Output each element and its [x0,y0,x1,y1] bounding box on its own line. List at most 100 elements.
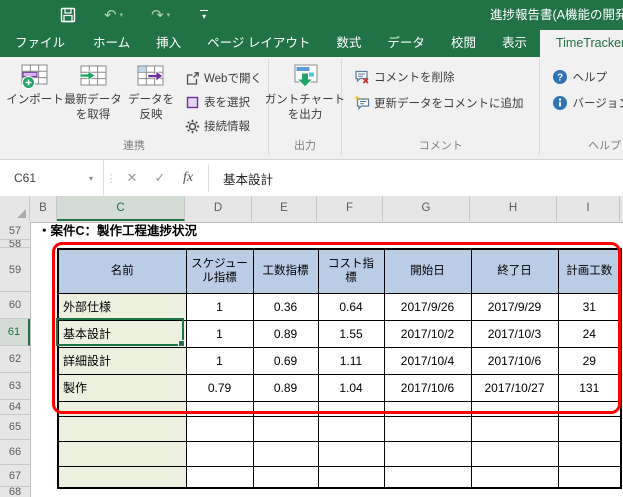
formula-input[interactable]: 基本設計 [223,172,274,187]
column-header-i[interactable]: I [557,196,620,221]
undo-button[interactable]: ↶ ▾ [104,8,123,23]
cell-name-selected[interactable]: 基本設計 [57,319,187,348]
row-header-59[interactable]: 59 [0,248,30,292]
cell-name[interactable] [57,400,187,417]
cell-value[interactable] [470,415,559,442]
cell-value[interactable] [470,465,559,489]
tab-data[interactable]: データ [387,36,425,50]
header-schedule-index[interactable]: スケジュール指標 [185,248,254,294]
row-header-65[interactable]: 65 [0,415,30,440]
row-header-62[interactable]: 62 [0,346,30,373]
customize-qat-button[interactable]: ▾ [200,9,209,21]
save-icon[interactable] [60,7,76,23]
cell-value[interactable] [557,400,622,417]
cell-value[interactable] [317,440,385,467]
cell-value[interactable]: 1.11 [317,346,385,375]
row-header-67[interactable]: 67 [0,465,30,487]
row-header-58[interactable]: 58 [0,240,30,248]
cell-value[interactable] [557,440,622,467]
tab-file[interactable]: ファイル [15,36,66,50]
cell-value[interactable] [470,400,559,417]
cell-value[interactable]: 1.55 [317,319,385,348]
cell-value[interactable] [557,465,622,489]
cell-value[interactable]: 2017/10/6 [470,346,559,375]
cell-value[interactable]: 29 [557,346,622,375]
column-header-f[interactable]: F [317,196,383,221]
cell-value[interactable]: 1 [185,319,254,348]
tab-timetracker-nx[interactable]: TimeTracker NX [539,30,623,57]
row-header-68[interactable]: 68 [8,487,22,497]
tab-view[interactable]: 表示 [501,36,527,50]
cell-value[interactable]: 0.89 [252,373,319,402]
name-box[interactable]: C61 ▾ [0,160,104,196]
cell-value[interactable] [185,415,254,442]
tab-formulas[interactable]: 数式 [336,36,362,50]
header-effort-index[interactable]: 工数指標 [252,248,319,294]
import-button[interactable]: インポート [6,61,64,108]
row-header-57[interactable]: 57 [0,222,30,240]
cell-value[interactable] [252,440,319,467]
delete-comment-button[interactable]: コメントを削除 [350,64,528,90]
redo-dropdown-caret[interactable]: ▾ [166,11,171,19]
reflect-data-button[interactable]: データを 反映 [122,61,180,123]
cell-value[interactable] [252,400,319,417]
cell-value[interactable] [185,400,254,417]
enter-icon[interactable]: ✓ [154,170,166,185]
select-all-button[interactable] [0,196,30,221]
column-header-h[interactable]: H [470,196,557,221]
cell-value[interactable]: 131 [557,373,622,402]
cell-value[interactable]: 0.79 [185,373,254,402]
cell-value[interactable]: 2017/10/2 [383,319,472,348]
cell-value[interactable] [383,415,472,442]
cell-value[interactable]: 1.04 [317,373,385,402]
row-header-60[interactable]: 60 [0,292,30,319]
cell-value[interactable] [557,415,622,442]
column-header-e[interactable]: E [252,196,317,221]
cell-value[interactable] [383,440,472,467]
connection-info-button[interactable]: 接続情報 [180,114,266,138]
column-header-c[interactable]: C [57,196,185,221]
cell-value[interactable]: 2017/10/6 [383,373,472,402]
version-info-button[interactable]: バージョン情報 [548,90,623,116]
cell-value[interactable] [185,465,254,489]
cell-value[interactable] [317,400,385,417]
cell-value[interactable]: 2017/9/26 [383,292,472,321]
cell-value[interactable] [317,465,385,489]
header-cost-index[interactable]: コスト指標 [317,248,385,294]
cell-value[interactable]: 2017/10/3 [470,319,559,348]
open-in-web-button[interactable]: Webで開く [180,66,266,90]
header-end-date[interactable]: 終了日 [470,248,559,294]
cell-value[interactable] [383,465,472,489]
cell-value[interactable]: 2017/10/4 [383,346,472,375]
cell-name[interactable]: 詳細設計 [57,346,187,375]
cell-name[interactable]: 製作 [57,373,187,402]
tab-page-layout[interactable]: ページ レイアウト [207,36,311,50]
cell-value[interactable] [252,465,319,489]
undo-dropdown-caret[interactable]: ▾ [119,11,124,19]
header-planned-effort[interactable]: 計画工数 [557,248,622,294]
name-box-caret-icon[interactable]: ▾ [88,173,93,183]
tab-home[interactable]: ホーム [93,36,131,50]
insert-function-button[interactable]: fx [182,170,194,185]
redo-button[interactable]: ↷ ▾ [151,8,170,23]
cell-value[interactable]: 0.69 [252,346,319,375]
tab-insert[interactable]: 挿入 [156,36,182,50]
column-header-b[interactable]: B [30,196,57,221]
column-header-g[interactable]: G [383,196,470,221]
cell-name[interactable]: 外部仕様 [57,292,187,321]
column-header-d[interactable]: D [185,196,252,221]
cell-value[interactable]: 0.36 [252,292,319,321]
formula-bar-drag-handle[interactable]: ⋮ [105,172,117,185]
header-start-date[interactable]: 開始日 [383,248,472,294]
cancel-icon[interactable]: ✕ [126,170,138,185]
get-latest-data-button[interactable]: 最新データ を取得 [64,61,122,123]
cell-name[interactable] [57,440,187,467]
cell-value[interactable]: 2017/10/27 [470,373,559,402]
add-update-data-to-comment-button[interactable]: 更新データをコメントに追加 [350,90,528,116]
header-name[interactable]: 名前 [57,248,187,294]
row-header-64[interactable]: 64 [0,400,30,415]
export-gantt-button[interactable]: ガントチャート を出力 [265,61,345,123]
cell-value[interactable]: 1 [185,346,254,375]
cell-value[interactable] [383,400,472,417]
cell-value[interactable]: 0.64 [317,292,385,321]
